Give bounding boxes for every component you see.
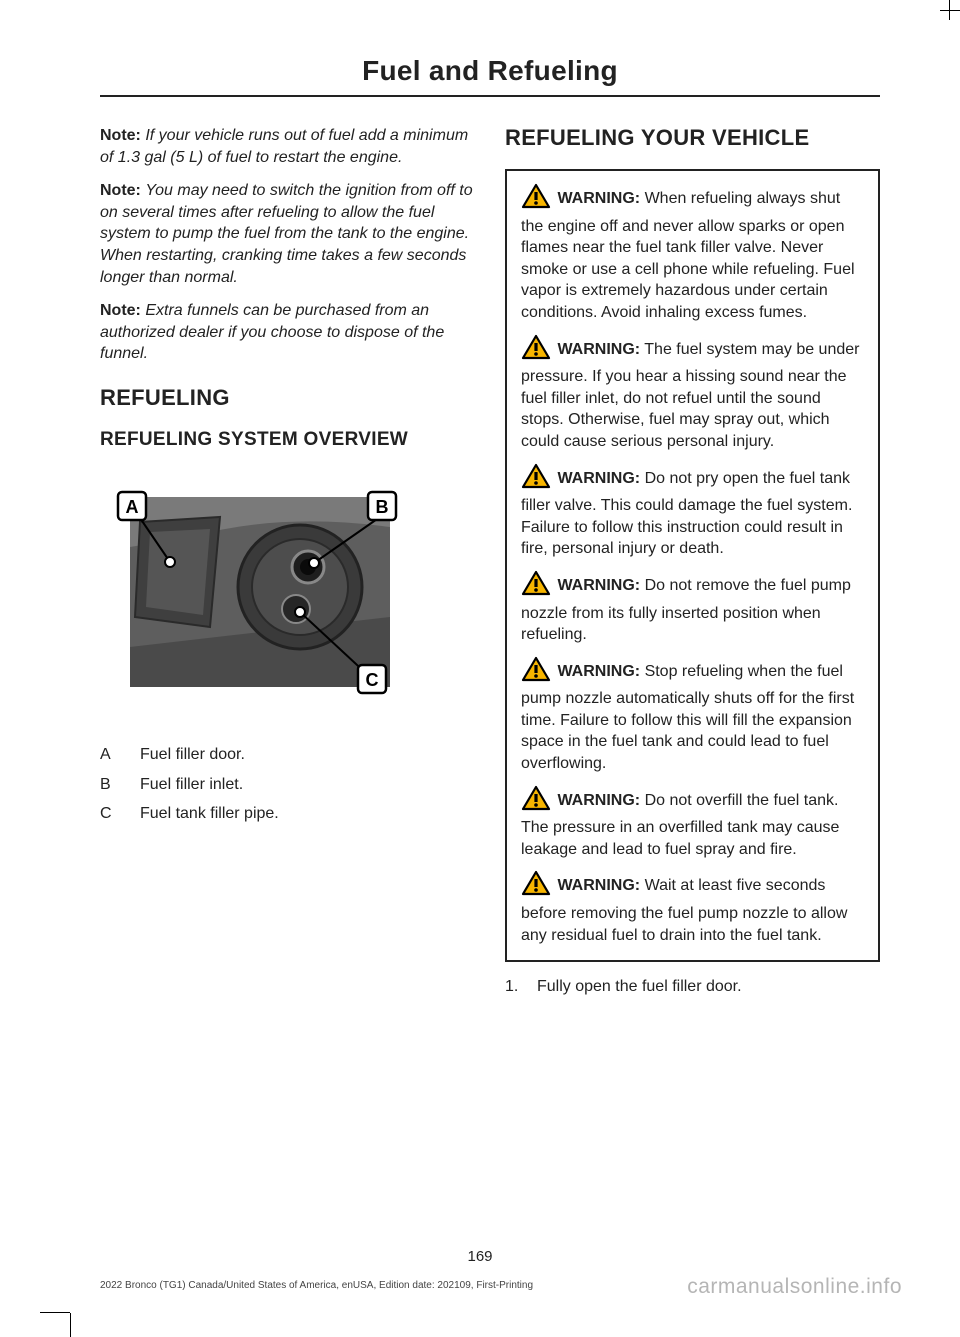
footer-text: 2022 Bronco (TG1) Canada/United States o… [100,1280,533,1291]
page-number: 169 [0,1248,960,1265]
legend-text: Fuel filler door. [140,744,245,766]
crop-mark [949,0,950,20]
warning-paragraph: WARNING: Wait at least five seconds befo… [521,870,864,946]
section-heading: REFUELING YOUR VEHICLE [505,125,880,151]
warning-paragraph: WARNING: The fuel system may be under pr… [521,334,864,453]
step-text: Fully open the fuel filler door. [537,976,742,998]
legend-letter: A [100,744,140,766]
warning-paragraph: WARNING: Do not pry open the fuel tank f… [521,463,864,560]
warning-box: WARNING: When refueling always shut the … [505,169,880,962]
section-heading: REFUELING [100,385,475,411]
warning-icon [521,785,551,818]
warning-label: WARNING: [557,877,640,894]
note-body: If your vehicle runs out of fuel add a m… [100,127,468,166]
note-label: Note: [100,302,141,319]
warning-icon [521,334,551,367]
note-body: You may need to switch the ignition from… [100,182,473,285]
warning-label: WARNING: [557,470,640,487]
watermark: carmanualsonline.info [687,1275,902,1299]
callout-a: A [126,497,139,517]
note-paragraph: Note: If your vehicle runs out of fuel a… [100,125,475,168]
warning-label: WARNING: [557,341,640,358]
crop-mark [940,10,960,11]
warning-label: WARNING: [557,577,640,594]
legend-row: A Fuel filler door. [100,744,475,766]
warning-icon [521,183,551,216]
legend-letter: C [100,803,140,825]
warning-icon [521,570,551,603]
callout-b: B [376,497,389,517]
step-item: 1. Fully open the fuel filler door. [505,976,880,998]
note-body: Extra funnels can be purchased from an a… [100,302,444,362]
warning-paragraph: WARNING: Do not overfill the fuel tank. … [521,785,864,861]
legend-row: C Fuel tank filler pipe. [100,803,475,825]
legend-letter: B [100,774,140,796]
note-paragraph: Note: Extra funnels can be purchased fro… [100,300,475,365]
note-label: Note: [100,127,141,144]
warning-label: WARNING: [557,663,640,680]
legend-text: Fuel tank filler pipe. [140,803,279,825]
warning-label: WARNING: [557,190,640,207]
warning-paragraph: WARNING: When refueling always shut the … [521,183,864,324]
two-column-layout: Note: If your vehicle runs out of fuel a… [100,125,880,998]
fuel-filler-diagram: A B C [100,467,475,722]
warning-body: When refueling always shut the engine of… [521,190,855,321]
warning-icon [521,463,551,496]
left-column: Note: If your vehicle runs out of fuel a… [100,125,475,998]
note-paragraph: Note: You may need to switch the ignitio… [100,180,475,288]
crop-mark [70,1313,71,1337]
crop-mark [40,1312,70,1313]
diagram-svg: A B C [100,467,420,717]
step-number: 1. [505,976,537,998]
chapter-title: Fuel and Refueling [100,55,880,97]
warning-icon [521,656,551,689]
page-container: Fuel and Refueling Note: If your vehicle… [0,0,960,1337]
callout-c: C [366,670,379,690]
subsection-heading: REFUELING SYSTEM OVERVIEW [100,429,475,451]
warning-label: WARNING: [557,792,640,809]
warning-paragraph: WARNING: Do not remove the fuel pump noz… [521,570,864,646]
warning-icon [521,870,551,903]
note-label: Note: [100,182,141,199]
warning-paragraph: WARNING: Stop refueling when the fuel pu… [521,656,864,775]
right-column: REFUELING YOUR VEHICLE WARNING: When ref… [505,125,880,998]
legend-text: Fuel filler inlet. [140,774,243,796]
legend-row: B Fuel filler inlet. [100,774,475,796]
